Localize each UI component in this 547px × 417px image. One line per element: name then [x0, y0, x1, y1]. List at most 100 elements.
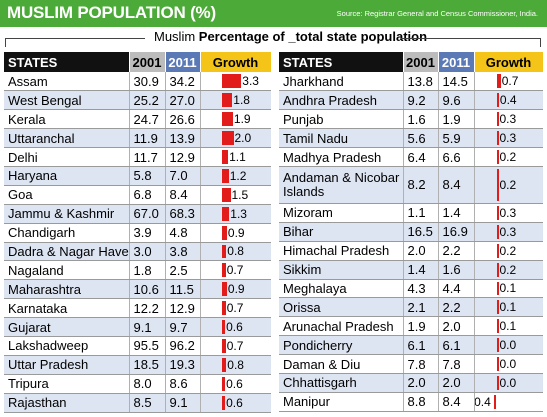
- state-cell: Rajasthan: [4, 393, 130, 413]
- bracket-line-left: [5, 38, 145, 39]
- state-cell: Tripura: [4, 374, 130, 394]
- growth-bar: [496, 375, 499, 390]
- col-header-growth: Growth: [474, 52, 544, 72]
- state-cell: Delhi: [4, 147, 130, 167]
- value-2001: 1.4: [403, 260, 439, 280]
- growth-bar: [221, 338, 226, 353]
- growth-label: 0.0: [499, 357, 517, 372]
- growth-label: 0.6: [226, 320, 243, 335]
- growth-label: 0.6: [226, 376, 243, 391]
- value-2011: 8.4: [165, 185, 201, 205]
- state-cell: Jammu & Kashmir: [4, 204, 130, 224]
- growth-cell: 0.7: [474, 72, 543, 92]
- value-2011: 1.4: [438, 203, 475, 223]
- value-2001: 8.2: [403, 166, 439, 204]
- table-row: Himachal Pradesh 2.0 2.2 0.2: [279, 241, 543, 261]
- state-cell: Jharkhand: [279, 72, 404, 92]
- growth-cell: 0.7: [200, 336, 271, 356]
- state-cell: Manipur: [279, 392, 404, 412]
- state-cell: Maharashtra: [4, 279, 130, 300]
- growth-cell: 0.8: [200, 355, 271, 375]
- table-row: Delhi 11.7 12.9 1.1: [4, 147, 271, 167]
- value-2001: 1.1: [403, 203, 439, 223]
- growth-cell: 1.5: [200, 185, 271, 205]
- growth-label: 1.2: [229, 168, 247, 183]
- state-cell: Lakshadweep: [4, 336, 130, 356]
- table-row: Mizoram 1.1 1.4 0.3: [279, 203, 543, 223]
- table-row: Madhya Pradesh 6.4 6.6 0.2: [279, 147, 543, 167]
- growth-bar: [221, 395, 226, 410]
- growth-cell: 0.2: [474, 166, 543, 204]
- growth-label: 0.3: [499, 205, 517, 220]
- chart-title: MUSLIM POPULATION (%): [7, 3, 216, 22]
- table-row: Pondicherry 6.1 6.1 0.0: [279, 335, 543, 356]
- growth-label: 1.1: [229, 150, 246, 164]
- value-2011: 11.5: [165, 279, 201, 300]
- growth-label: 3.3: [242, 74, 259, 89]
- growth-label: 0.2: [499, 177, 517, 192]
- table-row: Gujarat 9.1 9.7 0.6: [4, 317, 271, 337]
- value-2011: 8.4: [438, 392, 475, 412]
- growth-label: 1.5: [231, 187, 249, 202]
- value-2011: 6.1: [438, 335, 475, 356]
- subtitle-bold: Percentage of _total state population: [198, 29, 428, 44]
- growth-cell: 0.1: [474, 279, 543, 299]
- growth-bar: [496, 74, 501, 89]
- table-row: Maharashtra 10.6 11.5 0.9: [4, 279, 271, 300]
- value-2011: 2.2: [438, 241, 475, 261]
- value-2011: 9.6: [438, 90, 475, 111]
- growth-bar: [221, 168, 229, 183]
- table-row: Uttaranchal 11.9 13.9 2.0: [4, 128, 271, 149]
- value-2001: 8.0: [129, 374, 166, 394]
- growth-bar: [221, 131, 234, 146]
- growth-cell: 1.8: [200, 90, 271, 111]
- table-row: Rajasthan 8.5 9.1 0.6: [4, 393, 271, 413]
- growth-bar: [496, 93, 499, 108]
- table-row: Kerala 24.7 26.6 1.9: [4, 109, 271, 130]
- bracket-tick-left: [5, 38, 6, 47]
- table-row: Nagaland 1.8 2.5 0.7: [4, 260, 271, 281]
- growth-label: 0.9: [227, 225, 245, 240]
- growth-bar: [221, 263, 226, 278]
- growth-label: 0.3: [499, 224, 517, 239]
- value-2011: 19.3: [165, 355, 201, 375]
- growth-label: 0.6: [226, 395, 243, 410]
- growth-bar: [496, 205, 499, 220]
- state-cell: Madhya Pradesh: [279, 147, 404, 167]
- growth-bar: [221, 301, 226, 316]
- state-cell: Sikkim: [279, 260, 404, 280]
- growth-cell: 0.1: [474, 297, 543, 318]
- value-2011: 2.2: [438, 297, 475, 318]
- value-2001: 5.6: [403, 128, 439, 149]
- bracket-line-right: [401, 38, 540, 39]
- growth-cell: 0.2: [474, 260, 543, 280]
- growth-label: 0.7: [501, 74, 519, 89]
- table-row: Haryana 5.8 7.0 1.2: [4, 166, 271, 186]
- value-2001: 25.2: [129, 90, 166, 111]
- subtitle: Muslim Percentage of _total state popula…: [154, 29, 427, 44]
- value-2001: 1.6: [403, 109, 439, 130]
- value-2011: 27.0: [165, 90, 201, 111]
- state-cell: Goa: [4, 185, 130, 205]
- value-2001: 2.1: [403, 297, 439, 318]
- table-body-left: Assam 30.9 34.2 3.3 West Bengal 25.2 27.0 1.8 Ke…: [4, 72, 271, 413]
- value-2001: 13.8: [403, 72, 439, 92]
- state-cell: Dadra & Nagar Haveli: [4, 242, 130, 262]
- table-header-row: STATES 2001 2011 Growth: [4, 52, 272, 72]
- table-row: Tamil Nadu 5.6 5.9 0.3: [279, 128, 543, 149]
- growth-bar: [496, 131, 499, 146]
- table-row: Goa 6.8 8.4 1.5: [4, 185, 271, 205]
- growth-cell: 0.0: [474, 335, 543, 356]
- state-cell: Himachal Pradesh: [279, 241, 404, 261]
- value-2001: 4.3: [403, 279, 439, 299]
- state-cell: Andaman & Nicobar Islands: [279, 166, 404, 204]
- value-2011: 2.0: [438, 316, 475, 337]
- growth-label: 0.8: [227, 244, 244, 259]
- value-2011: 8.4: [438, 166, 475, 204]
- value-2011: 14.5: [438, 72, 475, 92]
- growth-label: 0.1: [499, 281, 517, 296]
- growth-bar: [221, 93, 233, 108]
- growth-cell: 0.7: [200, 298, 271, 319]
- growth-cell: 0.6: [200, 393, 271, 413]
- growth-label: 0.0: [499, 338, 517, 353]
